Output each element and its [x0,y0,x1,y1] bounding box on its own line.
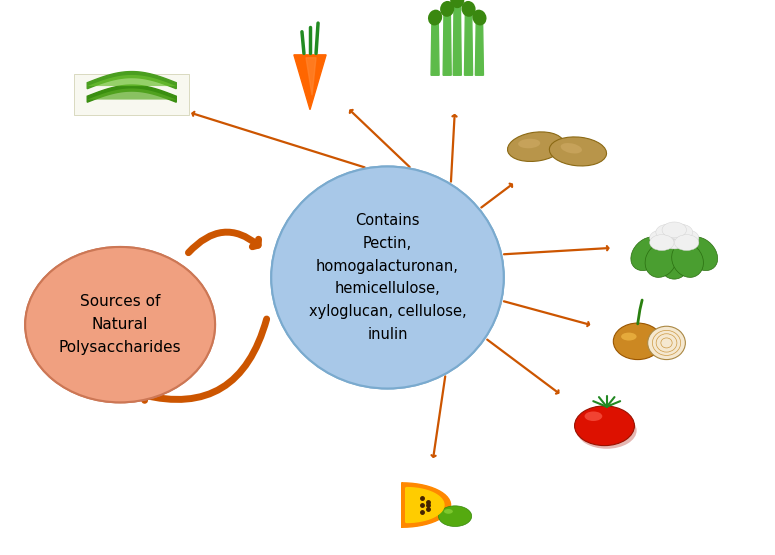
Polygon shape [88,75,176,86]
FancyBboxPatch shape [74,74,189,115]
Ellipse shape [672,243,704,278]
Ellipse shape [674,230,699,246]
Text: Contains
Pectin,
homogalacturonan,
hemicellulose,
xyloglucan, cellulose,
inulin: Contains Pectin, homogalacturonan, hemic… [308,214,467,341]
Polygon shape [306,58,316,95]
Ellipse shape [560,143,582,154]
Polygon shape [402,483,450,527]
Ellipse shape [659,244,690,279]
Text: Sources of
Natural
Polysaccharides: Sources of Natural Polysaccharides [59,294,181,355]
Ellipse shape [549,137,607,166]
Ellipse shape [25,247,215,402]
Ellipse shape [271,166,504,388]
Polygon shape [431,23,439,75]
Polygon shape [464,14,473,75]
Ellipse shape [631,237,664,271]
Ellipse shape [674,235,699,250]
Polygon shape [475,23,484,75]
Polygon shape [88,85,176,102]
Ellipse shape [577,412,636,449]
Text: Contains
Pectin,
homogalacturonan,
hemicellulose,
xyloglucan, cellulose,
inulin: Contains Pectin, homogalacturonan, hemic… [308,213,467,342]
Ellipse shape [444,509,453,514]
Ellipse shape [613,323,662,360]
Ellipse shape [472,9,487,26]
Ellipse shape [656,224,680,240]
Ellipse shape [271,166,504,388]
Ellipse shape [684,237,718,271]
Ellipse shape [518,139,540,148]
Polygon shape [443,14,451,75]
Ellipse shape [662,233,687,249]
Polygon shape [294,55,326,110]
Ellipse shape [668,224,693,240]
Text: Sources of
Natural
Polysaccharides: Sources of Natural Polysaccharides [59,295,181,355]
Ellipse shape [662,222,687,238]
Ellipse shape [25,247,215,402]
Ellipse shape [648,326,685,360]
Polygon shape [88,88,176,99]
Ellipse shape [508,132,564,162]
Polygon shape [88,72,176,89]
Ellipse shape [649,235,674,250]
Polygon shape [453,6,461,75]
Polygon shape [406,488,444,522]
Ellipse shape [645,243,677,278]
Ellipse shape [450,0,464,8]
Ellipse shape [621,332,636,341]
Ellipse shape [439,506,472,527]
Ellipse shape [584,411,602,421]
Ellipse shape [428,9,443,26]
Ellipse shape [574,406,635,446]
Ellipse shape [440,1,454,17]
Ellipse shape [461,1,476,17]
Ellipse shape [649,230,674,246]
